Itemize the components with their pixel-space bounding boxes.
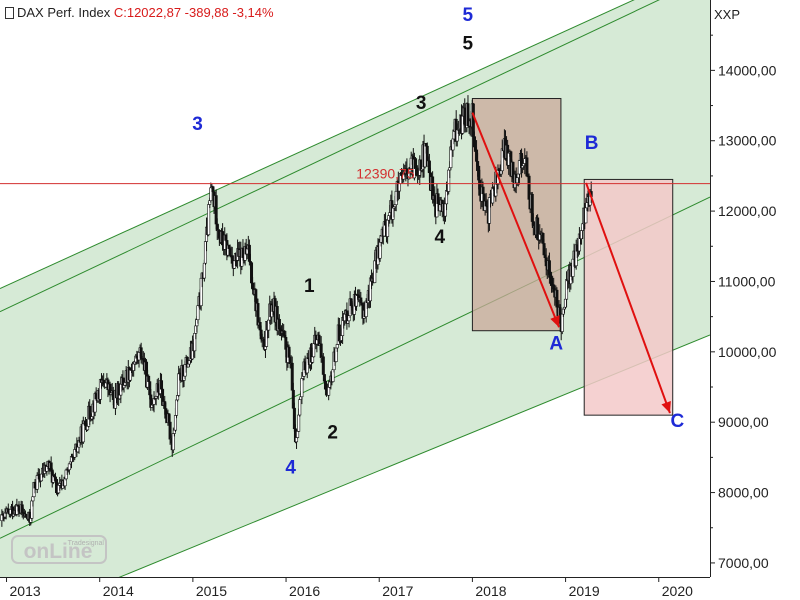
candle-body: [251, 282, 255, 290]
reference-line-label: 12390,75: [356, 166, 415, 182]
y-tick-label: 14000,00: [718, 62, 777, 78]
wave-label: 4: [435, 227, 446, 248]
y-tick-label: 12000,00: [718, 203, 777, 219]
candle-body: [296, 431, 300, 438]
arrow-head-icon: [661, 401, 671, 414]
x-tick-label: 2018: [475, 583, 506, 599]
projection-arrow-2: [585, 182, 671, 414]
projection-arrow-1: [471, 112, 560, 328]
y-tick-label: 8000,00: [718, 485, 769, 501]
price-change: C:12022,87 -389,88 -3,14%: [113, 5, 274, 20]
wave-label: 2: [327, 422, 338, 443]
candle-body: [81, 423, 85, 443]
candle-body: [555, 289, 559, 308]
candle-body: [476, 161, 480, 167]
channel-line-inner-upper: [0, 0, 660, 313]
chart-header: DAX Perf. Index C:12022,87 -389,88 -3,14…: [5, 5, 274, 20]
x-tick-label: 2020: [662, 583, 693, 599]
wave-label: B: [585, 133, 599, 154]
candle-body: [335, 344, 339, 349]
x-tick-label: 2016: [289, 583, 320, 599]
watermark-text: onLine: [24, 540, 93, 563]
wave-label: 3: [416, 93, 427, 114]
watermark-frame: [11, 535, 107, 564]
candle-body: [297, 414, 301, 432]
y-tick-label: 11000,00: [718, 273, 776, 289]
y-tick-label: 13000,00: [718, 133, 777, 149]
axis-unit: XXP: [714, 7, 740, 22]
watermark-subtext: Tradesignal: [68, 540, 105, 547]
candle-body: [300, 378, 304, 398]
wave-label: 5: [462, 33, 473, 54]
candle-body: [67, 463, 71, 471]
wave-label: 1: [304, 276, 315, 297]
candle-body: [202, 262, 206, 279]
candle-body: [175, 399, 179, 416]
x-tick-label: 2017: [382, 583, 413, 599]
candle-body: [147, 375, 151, 382]
x-tick-label: 2015: [196, 583, 227, 599]
channel-line-upper: [0, 0, 635, 289]
projection-box-1: [471, 98, 562, 332]
candle-body: [321, 356, 325, 375]
symbol-marker-icon: [5, 7, 14, 19]
wave-label: C: [671, 411, 685, 432]
arrow-head-icon: [550, 315, 560, 328]
x-tick-label: 2013: [10, 583, 41, 599]
wave-label: 4: [285, 458, 296, 479]
y-tick-label: 7000,00: [718, 555, 769, 571]
candle-body: [298, 399, 302, 416]
y-tick-label: 10000,00: [718, 344, 777, 360]
candle-body: [207, 204, 211, 236]
y-tick-label: 9000,00: [718, 414, 769, 430]
instrument-title: DAX Perf. Index: [17, 5, 111, 20]
x-tick-label: 2014: [103, 583, 134, 599]
candle-body: [312, 343, 316, 358]
candle-body: [327, 386, 331, 396]
wave-label: 3: [192, 114, 203, 135]
wave-label: 5: [462, 5, 473, 26]
wave-label: A: [549, 334, 563, 355]
candle-body: [196, 305, 200, 321]
x-tick-label: 2019: [569, 583, 600, 599]
candle-body: [397, 183, 401, 192]
